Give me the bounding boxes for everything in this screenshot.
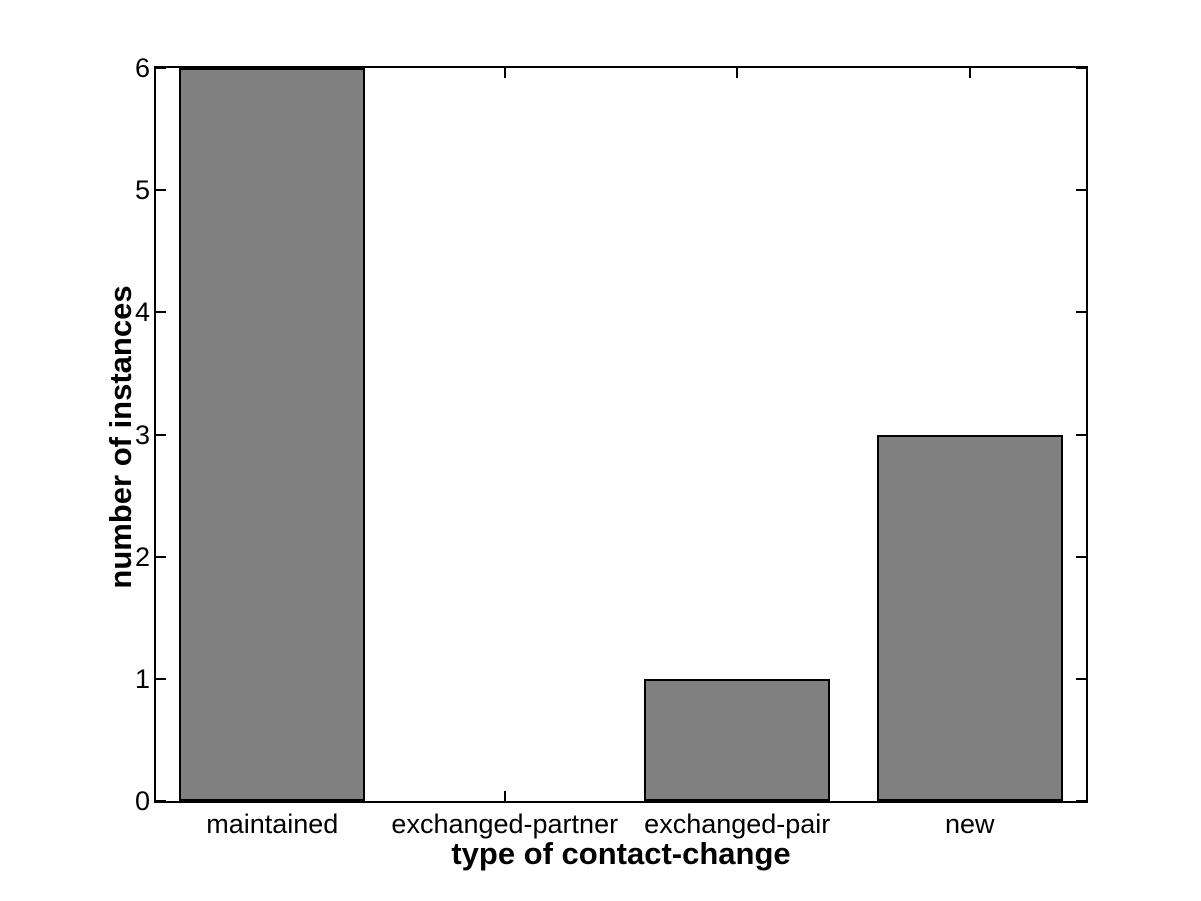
y-tick-right: [1076, 555, 1086, 558]
y-tick-right: [1076, 677, 1086, 680]
y-tick-label: 1: [134, 663, 150, 694]
x-tick-bottom: [503, 791, 506, 801]
x-axis-label: type of contact-change: [451, 836, 791, 871]
x-tick-top: [736, 68, 739, 78]
x-tick-top: [503, 68, 506, 78]
y-axis-label: number of instances: [103, 285, 138, 589]
y-tick-left: [156, 67, 166, 69]
x-tick-label: maintained: [206, 809, 339, 839]
x-tick-label: exchanged-pair: [644, 809, 831, 839]
x-tick-label: exchanged-partner: [391, 809, 619, 839]
y-tick-left: [156, 189, 166, 192]
bar-exchanged-pair: [644, 678, 831, 801]
bar-new: [876, 434, 1063, 801]
y-tick-label: 0: [134, 786, 150, 816]
y-tick-left: [156, 800, 166, 802]
x-tick-top: [968, 68, 971, 78]
plot-area: [154, 66, 1088, 803]
y-tick-right: [1076, 433, 1086, 436]
y-tick-right: [1076, 311, 1086, 314]
bar-maintained: [179, 68, 366, 801]
y-tick-left: [156, 433, 166, 436]
y-tick-left: [156, 555, 166, 558]
y-tick-right: [1076, 800, 1086, 802]
y-tick-right: [1076, 67, 1086, 69]
y-tick-label: 6: [134, 53, 150, 83]
y-tick-right: [1076, 189, 1086, 192]
x-tick-label: new: [944, 809, 995, 839]
y-tick-left: [156, 311, 166, 314]
y-tick-label: 4: [134, 297, 150, 328]
y-tick-label: 2: [134, 541, 150, 572]
y-tick-label: 3: [134, 419, 150, 450]
y-tick-label: 5: [134, 175, 150, 206]
y-tick-left: [156, 677, 166, 680]
